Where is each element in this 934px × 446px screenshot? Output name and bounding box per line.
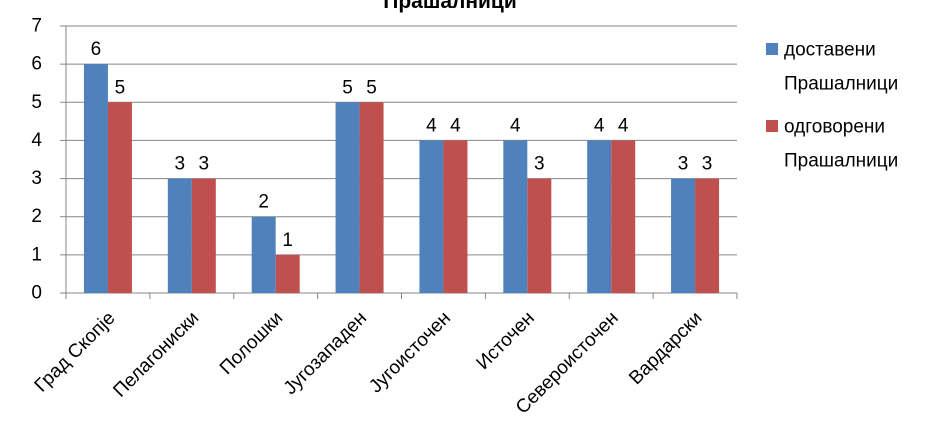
data-label: 2 xyxy=(258,192,269,213)
data-label: 3 xyxy=(534,154,545,175)
category-label: Источен xyxy=(473,308,539,374)
data-label: 5 xyxy=(366,77,377,98)
bar-answered xyxy=(527,178,552,293)
category-label: Пелагониски xyxy=(109,308,203,402)
legend-swatch xyxy=(766,120,778,132)
y-tick-label: 7 xyxy=(31,16,42,37)
legend-label: доставени xyxy=(784,40,876,61)
bar-answered xyxy=(107,102,132,294)
legend-label: Прашалници xyxy=(784,151,898,172)
y-tick-label: 3 xyxy=(31,168,42,189)
category-label: Југозападен xyxy=(280,308,371,399)
bar-delivered xyxy=(671,178,696,293)
gridlines xyxy=(66,25,737,256)
y-tick-label: 0 xyxy=(31,283,42,304)
data-label: 1 xyxy=(282,230,293,251)
data-label: 6 xyxy=(91,39,102,60)
data-label: 4 xyxy=(426,115,437,136)
bar-delivered xyxy=(587,140,612,293)
y-tick-label: 5 xyxy=(31,92,42,113)
bar-answered xyxy=(191,178,216,293)
bar-answered xyxy=(359,102,384,294)
bar-delivered xyxy=(503,140,528,293)
bar-delivered xyxy=(251,216,276,293)
data-label: 4 xyxy=(450,115,461,136)
data-label: 3 xyxy=(702,154,713,175)
bar-delivered xyxy=(167,178,192,293)
bar-answered xyxy=(695,178,720,293)
y-tick-label: 4 xyxy=(31,130,42,151)
bar-delivered xyxy=(83,64,108,294)
data-label: 5 xyxy=(342,77,353,98)
bar-delivered xyxy=(419,140,444,293)
legend-label: Прашалници xyxy=(784,74,898,95)
data-label: 4 xyxy=(618,115,629,136)
bars xyxy=(83,64,720,294)
y-tick-label: 6 xyxy=(31,54,42,75)
data-label: 4 xyxy=(510,115,521,136)
bar-answered xyxy=(611,140,636,293)
bar-answered xyxy=(275,254,300,293)
legend-label: одговорени xyxy=(784,117,885,138)
category-label: Југоисточен xyxy=(365,308,455,398)
category-label: Град Скопје xyxy=(31,308,120,397)
y-tick-label: 2 xyxy=(31,206,42,227)
data-label: 3 xyxy=(678,154,689,175)
data-label: 3 xyxy=(175,154,186,175)
legend: доставени Прашалници одговорени Прашалници xyxy=(766,40,898,172)
data-label: 3 xyxy=(199,154,210,175)
bar-answered xyxy=(443,140,468,293)
chart-title: Прашалници xyxy=(383,0,517,13)
data-label: 5 xyxy=(115,77,126,98)
category-label: Полошки xyxy=(216,308,287,379)
data-label: 4 xyxy=(594,115,605,136)
y-tick-label: 1 xyxy=(31,244,42,265)
category-label: Вардарски xyxy=(625,308,706,389)
legend-swatch xyxy=(766,43,778,55)
bar-delivered xyxy=(335,102,360,294)
